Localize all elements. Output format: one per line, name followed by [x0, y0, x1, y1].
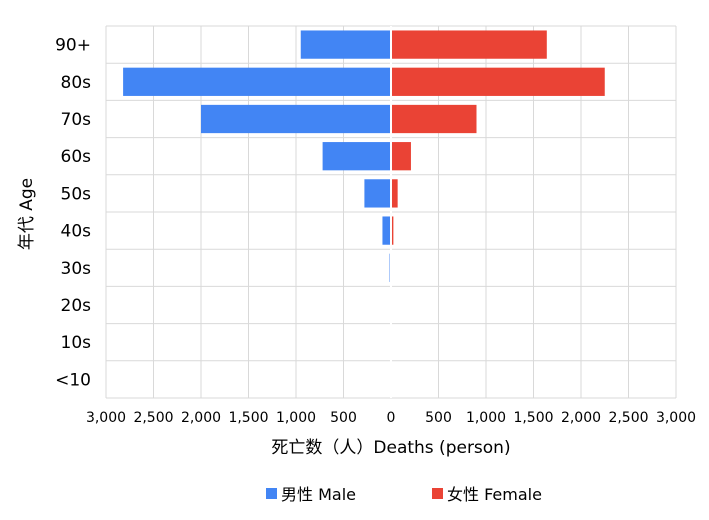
- bar-female-40s: [391, 216, 394, 245]
- age-category-label: 90+: [55, 36, 91, 56]
- age-category-label: 60s: [61, 147, 92, 167]
- x-tick-label: 500: [330, 410, 357, 426]
- population-pyramid-chart: 3,000 2,500 2,000 1,500 1,000 500 0 500 1,000 1,5…: [17, 25, 696, 458]
- x-tick-label: 2,000: [181, 410, 221, 426]
- legend-label-female: 女性 Female: [447, 485, 542, 504]
- x-tick-label: 1,500: [513, 410, 553, 426]
- bar-female-80s: [391, 67, 605, 96]
- bar-female-50s: [391, 179, 398, 208]
- x-tick-labels: 3,000 2,500 2,000 1,500 1,000 500 0 500 1,000 1,5…: [86, 410, 696, 426]
- x-tick-label: 2,500: [608, 410, 648, 426]
- legend-swatch-female: [432, 487, 443, 499]
- x-tick-label: 500: [425, 410, 452, 426]
- x-tick-label: 1,500: [228, 410, 268, 426]
- legend-label-male: 男性 Male: [281, 485, 356, 504]
- bar-female-90+: [391, 30, 547, 59]
- y-axis-title: 年代 Age: [17, 178, 37, 250]
- age-category-label: 80s: [61, 73, 92, 93]
- legend-item-male: 男性 Male: [266, 480, 356, 506]
- bar-male-80s: [123, 67, 391, 96]
- age-category-labels: 90+ 80s 70s 60s 50s 40s 30s 20s 10s <10: [55, 36, 91, 391]
- x-tick-label: 2,000: [561, 410, 601, 426]
- bar-male-90+: [300, 30, 391, 59]
- legend: 男性 Male 女性 Female: [0, 480, 709, 506]
- age-category-label: 10s: [61, 333, 92, 353]
- x-axis-title: 死亡数（人）Deaths (person): [271, 438, 510, 458]
- age-category-label: 70s: [61, 110, 92, 130]
- age-category-label: 40s: [61, 222, 92, 242]
- bars: [123, 26, 605, 398]
- x-tick-label: 3,000: [86, 410, 126, 426]
- age-category-label: 20s: [61, 296, 92, 316]
- x-tick-label: 0: [387, 410, 396, 426]
- bar-female-60s: [391, 142, 411, 171]
- x-tick-label: 3,000: [656, 410, 696, 426]
- x-tick-label: 1,000: [466, 410, 506, 426]
- legend-swatch-male: [266, 487, 277, 499]
- x-tick-label: 2,500: [133, 410, 173, 426]
- bar-female-70s: [391, 104, 477, 134]
- bar-male-70s: [201, 104, 391, 134]
- age-category-label: 50s: [61, 184, 92, 204]
- bar-male-40s: [382, 216, 391, 245]
- x-tick-label: 1,000: [276, 410, 316, 426]
- bar-male-50s: [364, 179, 391, 208]
- age-category-label: <10: [55, 370, 91, 390]
- age-category-label: 30s: [61, 259, 92, 279]
- legend-item-female: 女性 Female: [432, 480, 542, 506]
- bar-male-60s: [322, 142, 391, 171]
